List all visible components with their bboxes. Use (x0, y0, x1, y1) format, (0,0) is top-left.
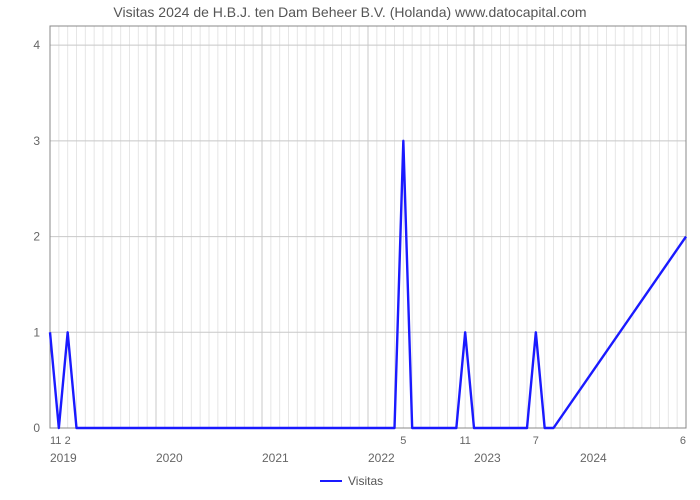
svg-text:2: 2 (65, 435, 71, 447)
legend-label: Visitas (348, 474, 383, 488)
svg-text:3: 3 (33, 134, 40, 148)
svg-text:2023: 2023 (474, 451, 501, 465)
chart-title: Visitas 2024 de H.B.J. ten Dam Beheer B.… (0, 4, 700, 20)
svg-text:2: 2 (33, 230, 40, 244)
legend: Visitas (320, 474, 383, 488)
legend-swatch (320, 480, 342, 482)
svg-text:7: 7 (533, 435, 539, 447)
line-chart: Visitas 2024 de H.B.J. ten Dam Beheer B.… (0, 0, 700, 500)
svg-text:2020: 2020 (156, 451, 183, 465)
svg-text:5: 5 (400, 435, 406, 447)
svg-text:0: 0 (33, 421, 40, 435)
svg-text:11: 11 (459, 435, 470, 447)
svg-text:2019: 2019 (50, 451, 77, 465)
chart-svg: 2019 2020 2021 2022 2023 2024 0 1 2 3 4 11 2 5 11 7 6 (0, 0, 700, 500)
svg-text:2022: 2022 (368, 451, 395, 465)
svg-text:6: 6 (680, 435, 686, 447)
svg-text:2021: 2021 (262, 451, 289, 465)
svg-text:4: 4 (33, 38, 40, 52)
svg-text:2024: 2024 (580, 451, 607, 465)
svg-text:1: 1 (33, 325, 40, 339)
svg-text:11: 11 (50, 435, 61, 447)
